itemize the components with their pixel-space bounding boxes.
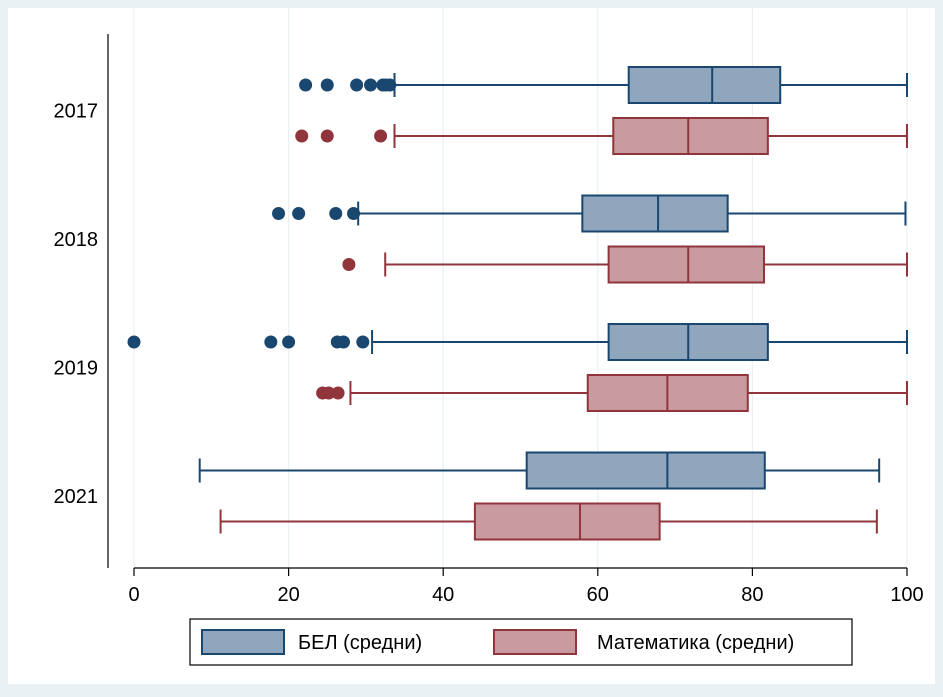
x-tick-label-80: 80 (741, 584, 763, 606)
outlier-point-4 (336, 335, 350, 349)
legend: БЕЛ (средни) Математика (средни) (189, 618, 853, 666)
outlier-point-2 (282, 335, 296, 349)
box-0-2018 (272, 194, 907, 233)
x-tick-label-60: 60 (587, 584, 609, 606)
x-tick-label-40: 40 (432, 584, 454, 606)
x-tick-label-100: 100 (890, 584, 923, 606)
outlier-point-2 (329, 207, 343, 220)
x-tick-label-0: 0 (128, 584, 139, 606)
outlier-point-5 (356, 335, 370, 349)
outlier-point-2 (374, 129, 388, 143)
box-1-2018 (342, 245, 908, 284)
outlier-point-2 (350, 78, 364, 92)
box-1-2017 (295, 117, 908, 155)
box-1-2021 (219, 502, 878, 541)
x-tick-label-20: 20 (277, 584, 299, 606)
legend-box (189, 618, 853, 666)
axis-layer: 0 20 40 60 80 100 2017 2018 2019 2021 (54, 34, 924, 606)
outlier-point-6 (383, 78, 397, 92)
outlier-point-1 (292, 207, 306, 220)
outlier-point-0 (127, 335, 141, 349)
legend-label-0: БЕЛ (средни) (298, 632, 422, 654)
iqr-box (607, 245, 765, 284)
legend-key-1 (493, 629, 577, 655)
box-1-2019 (316, 374, 908, 412)
iqr-box (581, 194, 729, 233)
box-0-2021 (198, 451, 881, 490)
iqr-box (627, 66, 782, 104)
outlier-point-1 (264, 335, 278, 349)
outlier-point-0 (272, 207, 286, 220)
box-0-2019 (127, 323, 908, 361)
outlier-point-1 (320, 129, 334, 143)
y-category-label-2017: 2017 (54, 101, 99, 123)
y-category-label-2018: 2018 (54, 229, 99, 251)
outlier-point-3 (347, 207, 361, 220)
outlier-point-0 (342, 258, 356, 271)
outlier-point-1 (320, 78, 334, 92)
plot-area (8, 8, 935, 684)
iqr-box (612, 117, 769, 155)
outlier-point-3 (364, 78, 378, 92)
y-category-label-2021: 2021 (54, 486, 99, 508)
legend-key-0 (201, 629, 285, 655)
outlier-point-1 (322, 386, 336, 400)
y-category-label-2019: 2019 (54, 358, 99, 380)
iqr-box (473, 502, 661, 541)
box-layer (127, 66, 908, 541)
iqr-box (525, 451, 766, 490)
box-0-2017 (299, 66, 908, 104)
outlier-point-2 (331, 386, 345, 400)
outlier-point-0 (299, 78, 313, 92)
legend-label-1: Математика (средни) (597, 632, 794, 654)
outlier-point-0 (295, 129, 309, 143)
